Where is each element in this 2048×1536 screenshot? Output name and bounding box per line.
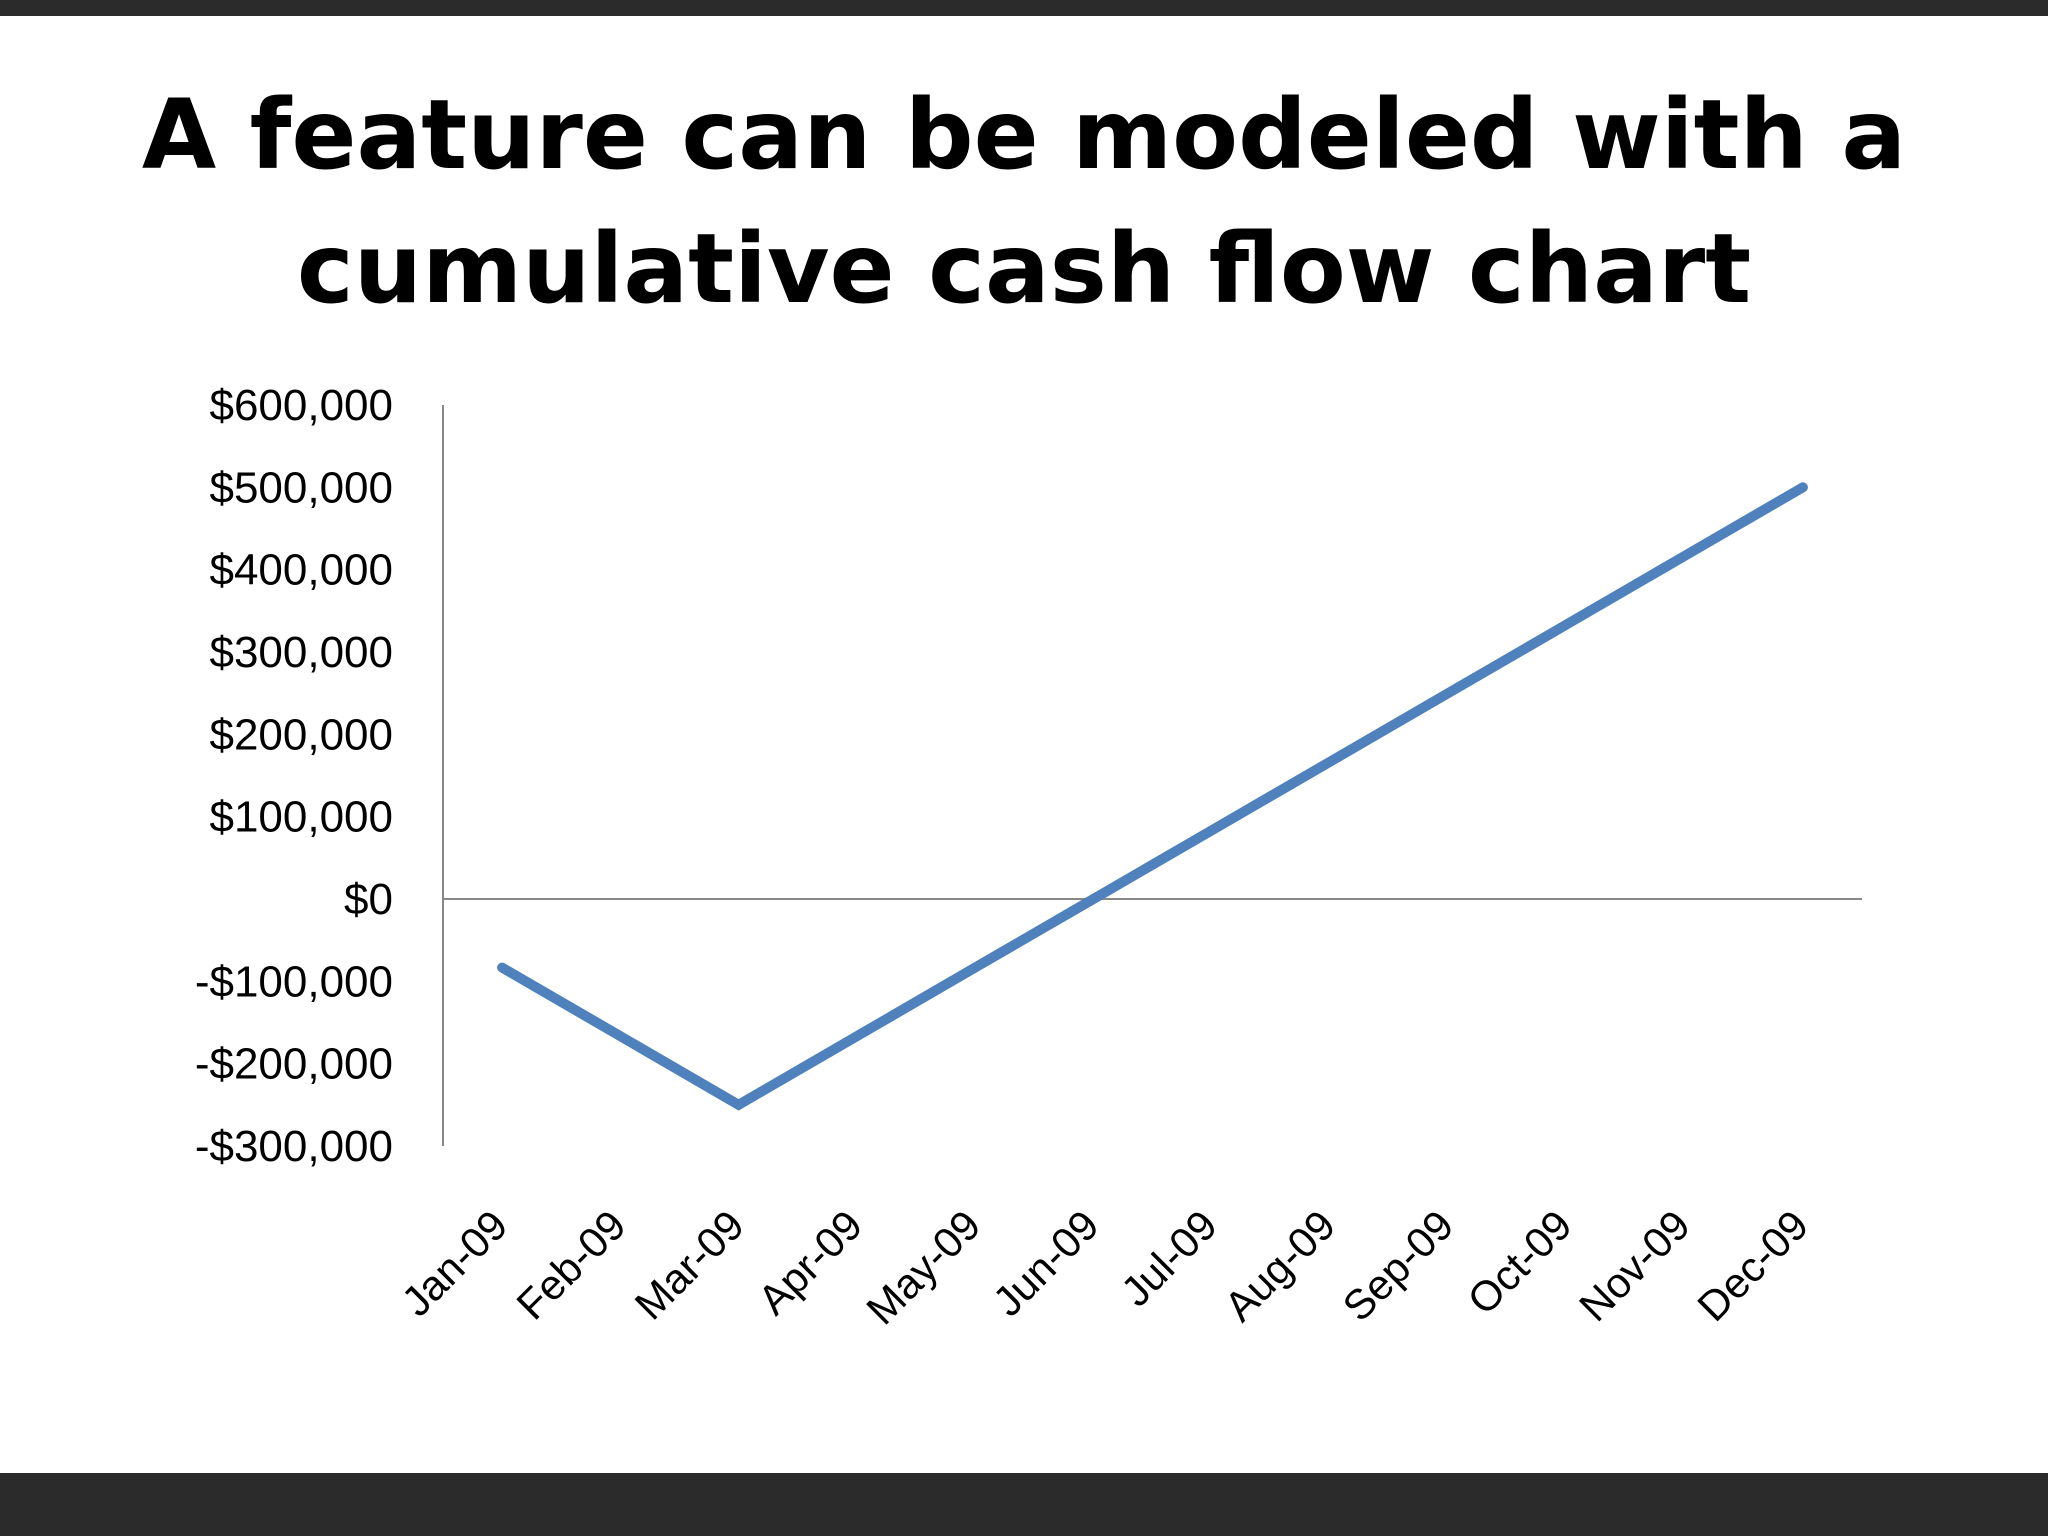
data-point: [738, 1104, 740, 1106]
data-point: [1447, 692, 1449, 694]
x-tick-label: Jan-09: [392, 1201, 516, 1325]
x-tick-label: Aug-09: [1215, 1201, 1344, 1330]
y-tick-label: $600,000: [209, 381, 393, 430]
data-point: [1684, 555, 1686, 557]
y-axis: $600,000 $500,000 $400,000 $300,000 $200,000…: [195, 381, 444, 1171]
data-point: [1329, 761, 1331, 763]
slide-title-line-1: A feature can be modeled with a: [141, 79, 1907, 191]
slide: A feature can be modeled with a cumulati…: [0, 16, 2048, 1473]
x-tick-label: Jun-09: [984, 1201, 1108, 1325]
data-point: [1802, 486, 1804, 488]
data-point: [1092, 898, 1094, 900]
y-tick-label: $500,000: [209, 463, 393, 512]
data-point: [501, 967, 503, 969]
y-tick-label: -$300,000: [195, 1122, 393, 1171]
x-tick-label: Oct-09: [1458, 1201, 1580, 1323]
y-tick-label: -$200,000: [195, 1040, 393, 1089]
slide-title-line-2: cumulative cash flow chart: [296, 213, 1752, 325]
data-point: [1565, 624, 1567, 626]
slide-title: A feature can be modeled with a cumulati…: [0, 68, 2048, 336]
x-tick-label: Dec-09: [1688, 1201, 1817, 1330]
series: [497, 482, 1808, 1111]
x-tick-label: Jul-09: [1112, 1201, 1226, 1315]
y-tick-label: $300,000: [209, 628, 393, 677]
y-tick-label: $400,000: [209, 546, 393, 595]
data-point: [1211, 829, 1213, 831]
y-tick-label: $200,000: [209, 710, 393, 759]
x-tick-label: May-09: [857, 1201, 989, 1333]
data-point: [619, 1035, 621, 1037]
x-tick-label: Feb-09: [507, 1201, 634, 1328]
data-point: [974, 967, 976, 969]
x-tick-label: Nov-09: [1570, 1201, 1699, 1330]
x-tick-label: Mar-09: [626, 1201, 753, 1328]
x-tick-label: Apr-09: [749, 1201, 871, 1323]
y-tick-label: $0: [344, 875, 393, 924]
y-tick-label: $100,000: [209, 793, 393, 842]
series-line: [497, 482, 1808, 1111]
data-point: [856, 1035, 858, 1037]
x-tick-label: Sep-09: [1333, 1201, 1462, 1330]
y-tick-label: -$100,000: [195, 957, 393, 1006]
